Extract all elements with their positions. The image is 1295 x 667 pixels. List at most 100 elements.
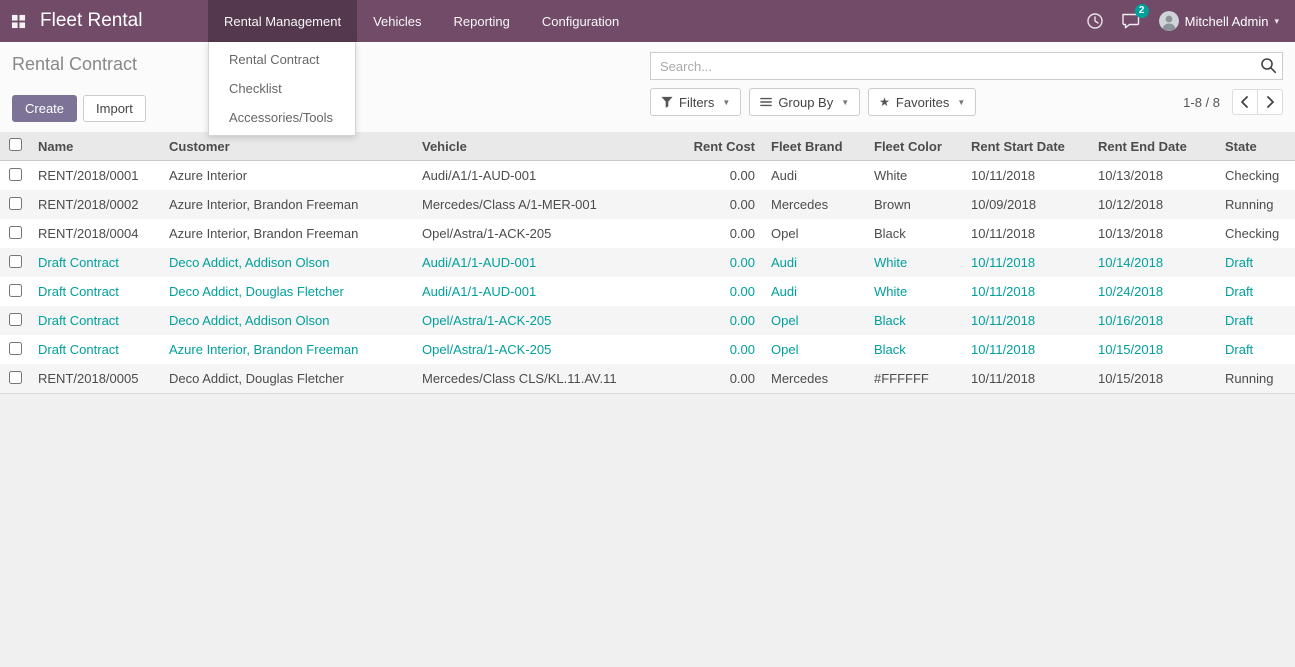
messages-button[interactable]: 2 bbox=[1113, 0, 1149, 42]
cell-fleet-color[interactable]: Black bbox=[874, 313, 906, 328]
cell-customer[interactable]: Azure Interior, Brandon Freeman bbox=[169, 342, 359, 357]
cell-name[interactable]: Draft Contract bbox=[38, 313, 119, 328]
row-checkbox-cell[interactable] bbox=[0, 219, 30, 248]
cell-name[interactable]: Draft Contract bbox=[38, 342, 119, 357]
cell-rent-end-date[interactable]: 10/24/2018 bbox=[1098, 284, 1164, 299]
user-menu[interactable]: Mitchell Admin ▾ bbox=[1149, 0, 1289, 42]
cell-fleet-color[interactable]: White bbox=[874, 284, 908, 299]
table-row[interactable]: RENT/2018/0001 Azure Interior Audi/A1/1-AU… bbox=[0, 161, 1295, 191]
column-header-fleet-color[interactable]: Fleet Color bbox=[866, 132, 963, 161]
row-checkbox[interactable] bbox=[8, 341, 22, 355]
row-checkbox[interactable] bbox=[8, 254, 22, 268]
group-by-button[interactable]: Group By ▼ bbox=[749, 88, 861, 116]
cell-rent-cost[interactable]: 0.00 bbox=[729, 313, 755, 328]
filters-button[interactable]: Filters ▼ bbox=[650, 88, 742, 116]
activities-button[interactable] bbox=[1077, 0, 1113, 42]
cell-fleet-color[interactable]: White bbox=[874, 168, 908, 183]
cell-rent-cost[interactable]: 0.00 bbox=[729, 168, 755, 183]
cell-rent-end-date[interactable]: 10/15/2018 bbox=[1098, 371, 1164, 386]
column-header-rent-start-date[interactable]: Rent Start Date bbox=[963, 132, 1090, 161]
cell-fleet-color[interactable]: Black bbox=[874, 226, 906, 241]
row-checkbox[interactable] bbox=[8, 283, 22, 297]
row-checkbox[interactable] bbox=[8, 370, 22, 384]
app-title[interactable]: Fleet Rental bbox=[40, 10, 143, 31]
cell-state[interactable]: Draft bbox=[1225, 255, 1254, 270]
cell-name[interactable]: RENT/2018/0002 bbox=[38, 197, 139, 212]
cell-fleet-color[interactable]: Black bbox=[874, 342, 906, 357]
table-row[interactable]: Draft Contract Deco Addict, Douglas Fletc… bbox=[0, 277, 1295, 306]
cell-name[interactable]: Draft Contract bbox=[38, 284, 119, 299]
cell-state[interactable]: Running bbox=[1225, 197, 1274, 212]
cell-rent-cost[interactable]: 0.00 bbox=[729, 226, 755, 241]
cell-vehicle[interactable]: Opel/Astra/1-ACK-205 bbox=[422, 342, 552, 357]
cell-state[interactable]: Draft bbox=[1225, 313, 1254, 328]
search-input[interactable] bbox=[650, 52, 1283, 80]
column-header-name[interactable]: Name bbox=[30, 132, 161, 161]
cell-vehicle[interactable]: Mercedes/Class A/1-MER-001 bbox=[422, 197, 597, 212]
cell-rent-cost[interactable]: 0.00 bbox=[729, 255, 755, 270]
cell-vehicle[interactable]: Mercedes/Class CLS/KL.11.AV.11 bbox=[422, 371, 617, 386]
menu-rental-management[interactable]: Rental Management bbox=[208, 0, 358, 42]
cell-fleet-brand[interactable]: Audi bbox=[771, 255, 798, 270]
cell-rent-cost[interactable]: 0.00 bbox=[729, 197, 755, 212]
cell-customer[interactable]: Deco Addict, Addison Olson bbox=[169, 313, 330, 328]
cell-customer[interactable]: Deco Addict, Addison Olson bbox=[169, 255, 330, 270]
cell-vehicle[interactable]: Opel/Astra/1-ACK-205 bbox=[422, 226, 552, 241]
dropdown-item-checklist[interactable]: Checklist bbox=[229, 81, 282, 96]
cell-rent-end-date[interactable]: 10/15/2018 bbox=[1098, 342, 1164, 357]
cell-customer[interactable]: Azure Interior, Brandon Freeman bbox=[169, 197, 359, 212]
row-checkbox-cell[interactable] bbox=[0, 248, 30, 277]
cell-rent-end-date[interactable]: 10/14/2018 bbox=[1098, 255, 1164, 270]
import-button[interactable]: Import bbox=[83, 95, 146, 122]
cell-rent-start-date[interactable]: 10/11/2018 bbox=[971, 284, 1036, 299]
column-header-state[interactable]: State bbox=[1217, 132, 1295, 161]
pager-next-button[interactable] bbox=[1257, 89, 1283, 115]
cell-rent-cost[interactable]: 0.00 bbox=[729, 284, 755, 299]
cell-name[interactable]: RENT/2018/0001 bbox=[38, 168, 139, 183]
row-checkbox-cell[interactable] bbox=[0, 277, 30, 306]
row-checkbox-cell[interactable] bbox=[0, 190, 30, 219]
pager-previous-button[interactable] bbox=[1232, 89, 1258, 115]
cell-rent-start-date[interactable]: 10/11/2018 bbox=[971, 342, 1036, 357]
cell-rent-start-date[interactable]: 10/11/2018 bbox=[971, 168, 1036, 183]
cell-fleet-brand[interactable]: Audi bbox=[771, 284, 798, 299]
menu-vehicles[interactable]: Vehicles bbox=[373, 13, 422, 29]
cell-fleet-color[interactable]: #FFFFFF bbox=[874, 371, 929, 386]
row-checkbox[interactable] bbox=[8, 167, 22, 181]
menu-reporting[interactable]: Reporting bbox=[453, 13, 510, 29]
cell-state[interactable]: Checking bbox=[1225, 226, 1280, 241]
create-button[interactable]: Create bbox=[12, 95, 78, 122]
row-checkbox[interactable] bbox=[8, 225, 22, 239]
cell-vehicle[interactable]: Audi/A1/1-AUD-001 bbox=[422, 255, 537, 270]
cell-customer[interactable]: Deco Addict, Douglas Fletcher bbox=[169, 284, 344, 299]
cell-state[interactable]: Running bbox=[1225, 371, 1274, 386]
cell-rent-start-date[interactable]: 10/11/2018 bbox=[971, 313, 1036, 328]
column-header-rent-cost[interactable]: Rent Cost bbox=[679, 132, 763, 161]
menu-configuration[interactable]: Configuration bbox=[541, 13, 620, 29]
cell-vehicle[interactable]: Audi/A1/1-AUD-001 bbox=[422, 168, 537, 183]
table-row[interactable]: RENT/2018/0005 Deco Addict, Douglas Fletc… bbox=[0, 364, 1295, 394]
cell-rent-start-date[interactable]: 10/09/2018 bbox=[971, 197, 1037, 212]
row-checkbox[interactable] bbox=[8, 196, 22, 210]
cell-fleet-color[interactable]: Brown bbox=[874, 197, 911, 212]
cell-customer[interactable]: Azure Interior, Brandon Freeman bbox=[169, 226, 359, 241]
row-checkbox[interactable] bbox=[8, 312, 22, 326]
cell-rent-start-date[interactable]: 10/11/2018 bbox=[971, 226, 1036, 241]
cell-vehicle[interactable]: Audi/A1/1-AUD-001 bbox=[422, 284, 537, 299]
cell-fleet-brand[interactable]: Mercedes bbox=[771, 371, 829, 386]
row-checkbox-cell[interactable] bbox=[0, 335, 30, 364]
cell-fleet-brand[interactable]: Mercedes bbox=[771, 197, 829, 212]
cell-name[interactable]: Draft Contract bbox=[38, 255, 119, 270]
column-header-customer[interactable]: Customer bbox=[161, 132, 414, 161]
cell-rent-end-date[interactable]: 10/12/2018 bbox=[1098, 197, 1164, 212]
row-checkbox-cell[interactable] bbox=[0, 364, 30, 394]
cell-customer[interactable]: Deco Addict, Douglas Fletcher bbox=[169, 371, 344, 386]
cell-vehicle[interactable]: Opel/Astra/1-ACK-205 bbox=[422, 313, 552, 328]
cell-state[interactable]: Draft bbox=[1225, 284, 1254, 299]
cell-rent-cost[interactable]: 0.00 bbox=[729, 371, 755, 386]
table-row[interactable]: Draft Contract Azure Interior, Brandon Fr… bbox=[0, 335, 1295, 364]
select-all-cell[interactable] bbox=[0, 132, 30, 161]
cell-rent-cost[interactable]: 0.00 bbox=[729, 342, 755, 357]
dropdown-item-rental-contract[interactable]: Rental Contract bbox=[229, 52, 320, 67]
row-checkbox-cell[interactable] bbox=[0, 306, 30, 335]
